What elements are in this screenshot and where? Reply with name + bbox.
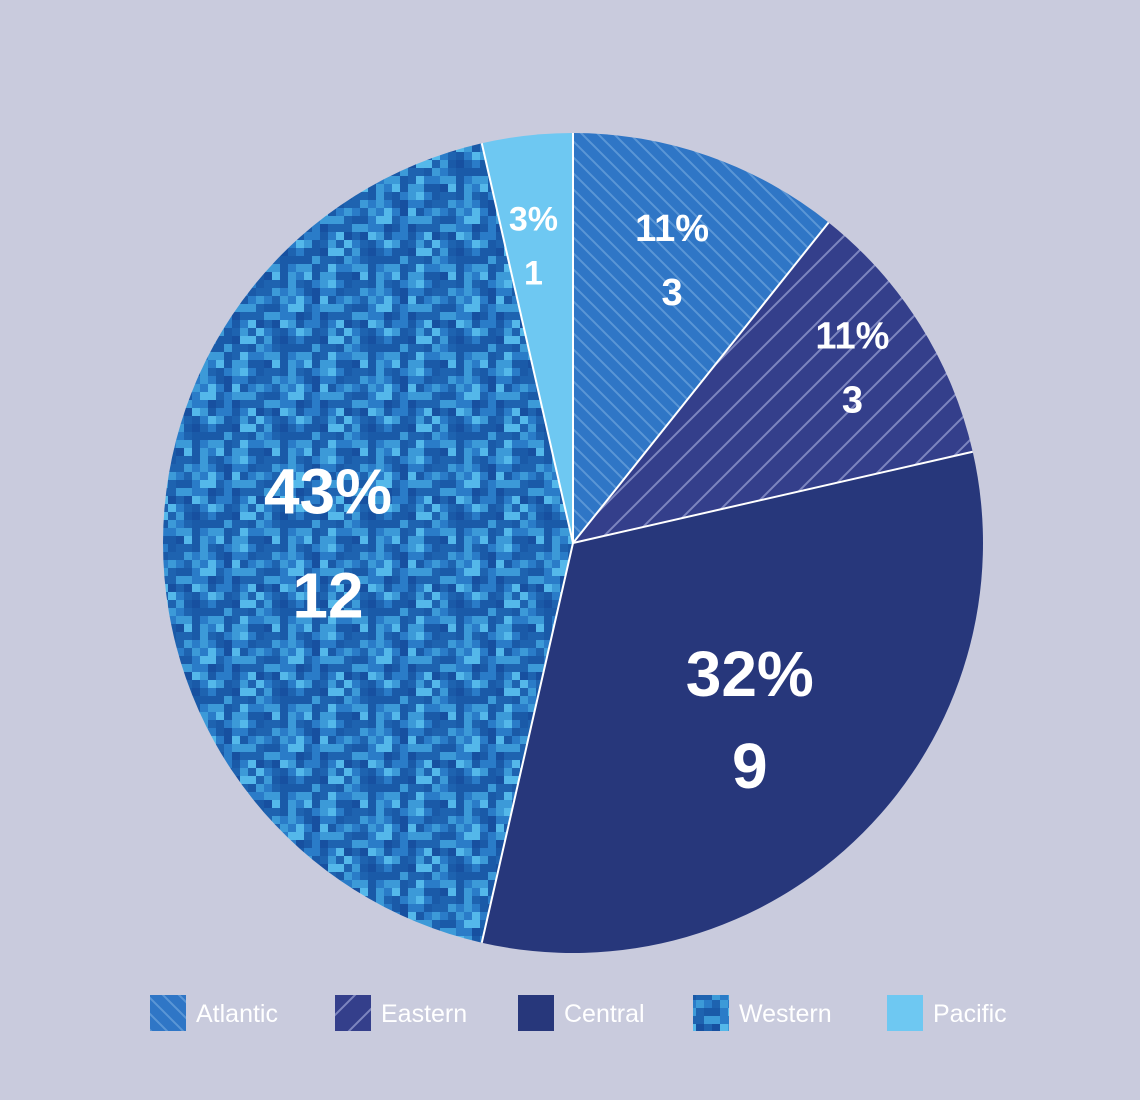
slice-count-label-central: 9 <box>732 730 768 802</box>
slice-divider-central <box>572 450 973 544</box>
pie-slice-central <box>481 451 983 954</box>
legend-swatch-atlantic <box>150 995 186 1031</box>
legend: Atlantic Eastern Central Western Pacific <box>150 995 1007 1031</box>
slice-divider-pacific <box>480 143 574 544</box>
legend-item-pacific: Pacific <box>887 995 1007 1031</box>
pie-slices <box>162 133 983 954</box>
legend-swatch-pacific <box>887 995 923 1031</box>
legend-swatch-western <box>693 995 729 1031</box>
pie-slice-atlantic <box>573 133 829 543</box>
pie-slice-western <box>162 143 573 943</box>
slice-count-label-western: 12 <box>292 559 363 631</box>
legend-item-central: Central <box>518 995 645 1031</box>
slice-labels: 11% 3 11% 3 32% 9 43% 12 3% 1 <box>264 201 889 803</box>
slice-count-label-pacific: 1 <box>524 255 543 293</box>
slice-divider-eastern <box>572 221 830 544</box>
legend-swatch-central <box>518 995 554 1031</box>
slice-count-label-atlantic: 3 <box>662 272 683 314</box>
legend-label-central: Central <box>564 1000 645 1028</box>
legend-label-western: Western <box>739 1000 832 1028</box>
slice-count-label-eastern: 3 <box>842 380 863 422</box>
legend-label-atlantic: Atlantic <box>196 1000 278 1028</box>
slice-percent-label-eastern: 11% <box>815 316 889 358</box>
slice-dividers <box>480 133 973 943</box>
slice-divider-western <box>480 542 574 943</box>
legend-label-pacific: Pacific <box>933 1000 1007 1028</box>
legend-item-western: Western <box>693 995 832 1031</box>
slice-percent-label-western: 43% <box>264 455 392 527</box>
legend-swatch-eastern <box>335 995 371 1031</box>
pie-slice-eastern <box>573 222 973 543</box>
legend-label-eastern: Eastern <box>381 1000 467 1028</box>
slice-percent-label-central: 32% <box>686 638 814 710</box>
legend-item-eastern: Eastern <box>335 995 467 1031</box>
slice-percent-label-atlantic: 11% <box>635 208 709 250</box>
slice-percent-label-pacific: 3% <box>509 201 558 239</box>
legend-item-atlantic: Atlantic <box>150 995 278 1031</box>
